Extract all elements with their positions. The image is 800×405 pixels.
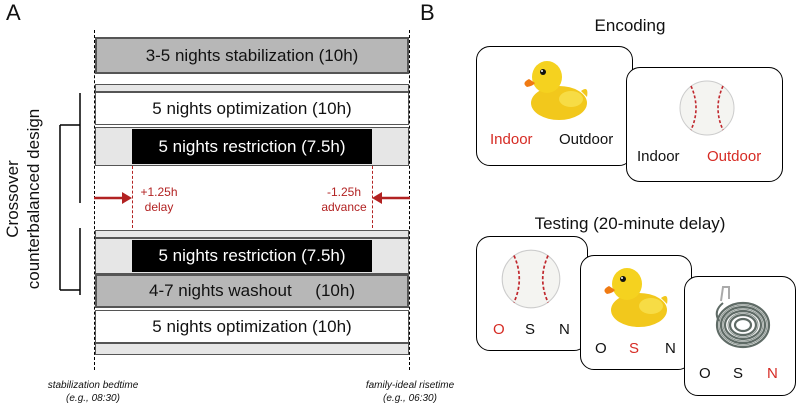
crossover-bracket: [59, 93, 81, 295]
restriction-top-bar: 5 nights restriction (7.5h): [132, 129, 372, 164]
restriction-top-label: 5 nights restriction (7.5h): [158, 136, 346, 156]
optimization-top-bar: 5 nights optimization (10h): [95, 92, 409, 125]
advance-label-line1: -1.25h: [326, 185, 362, 199]
encoding-title: Encoding: [594, 16, 666, 35]
bedtime-note-line1: stabilization bedtime: [47, 380, 139, 391]
baseball-icon: [501, 249, 561, 309]
washout-bar-label: 4-7 nights washout (10h): [148, 281, 355, 300]
optimization-bottom-bar: 5 nights optimization (10h): [95, 310, 409, 343]
testing-duck-option-o: O: [595, 340, 607, 357]
optimization-top-label: 5 nights optimization (10h): [152, 98, 352, 118]
testing-baseball-option-n: N: [559, 321, 570, 338]
crossover-label: Crossover counterbalanced design: [2, 94, 44, 304]
crossover-label-line2: counterbalanced design: [24, 108, 43, 290]
delay-arrow-icon: [94, 192, 132, 204]
advance-label-line2: advance: [321, 200, 367, 214]
washout-bar: 4-7 nights washout (10h): [95, 274, 409, 308]
bedtime-note: stabilization bedtime (e.g., 08:30): [28, 379, 158, 405]
encoding-baseball-left-label: Indoor: [637, 148, 680, 165]
bottom-light-strip: [95, 230, 409, 238]
risetime-note-line1: family-ideal risetime: [365, 380, 455, 391]
delay-label: +1.25h delay: [134, 185, 184, 215]
advance-dashed-line: [372, 166, 373, 228]
optimization-bottom-label: 5 nights optimization (10h): [152, 316, 352, 336]
delay-dashed-line: [132, 166, 133, 228]
testing-card-baseball: O S N: [476, 236, 588, 351]
rubber-duck-icon: [524, 61, 588, 120]
testing-card-duck: O S N: [580, 255, 692, 370]
risetime-dashed-line: [409, 30, 410, 370]
encoding-card-baseball: Indoor Outdoor: [626, 67, 783, 182]
testing-duck-option-s: S: [629, 340, 640, 357]
restriction-bottom-bar: 5 nights restriction (7.5h): [132, 240, 372, 272]
stabilization-bar: 3-5 nights stabilization (10h): [95, 37, 409, 74]
advance-label: -1.25h advance: [318, 185, 370, 215]
rubber-duck-icon: [604, 268, 668, 327]
restriction-bottom-label: 5 nights restriction (7.5h): [158, 246, 346, 265]
top-light-strip: [95, 84, 409, 92]
encoding-card-duck: Indoor Outdoor: [476, 46, 633, 166]
encoding-duck-left-label: Indoor: [490, 131, 533, 148]
delay-label-line1: +1.25h: [140, 185, 178, 199]
bottom-end-strip: [95, 343, 409, 355]
testing-baseball-option-o: O: [493, 321, 505, 338]
risetime-note: family-ideal risetime (e.g., 06:30): [348, 379, 472, 405]
panel-b-letter: B: [420, 0, 435, 25]
bedtime-dashed-line: [94, 30, 95, 370]
testing-title: Testing (20-minute delay): [534, 214, 726, 233]
testing-rope-option-o: O: [699, 365, 711, 382]
stabilization-bar-label: 3-5 nights stabilization (10h): [145, 45, 359, 65]
testing-rope-option-n: N: [767, 365, 778, 382]
rope-coil-icon: [715, 286, 771, 349]
encoding-baseball-right-label: Outdoor: [707, 148, 762, 165]
testing-baseball-option-s: S: [525, 321, 536, 338]
testing-rope-option-s: S: [733, 365, 744, 382]
delay-label-line2: delay: [144, 200, 174, 214]
risetime-note-line2: (e.g., 06:30): [383, 393, 437, 404]
baseball-icon: [679, 80, 735, 136]
crossover-label-line1: Crossover: [3, 160, 22, 238]
bedtime-note-line2: (e.g., 08:30): [66, 393, 120, 404]
panel-a-letter: A: [6, 0, 21, 25]
advance-arrow-icon: [372, 192, 410, 204]
encoding-duck-right-label: Outdoor: [559, 131, 614, 148]
testing-card-rope: O S N: [684, 276, 796, 396]
testing-duck-option-n: N: [665, 340, 676, 357]
